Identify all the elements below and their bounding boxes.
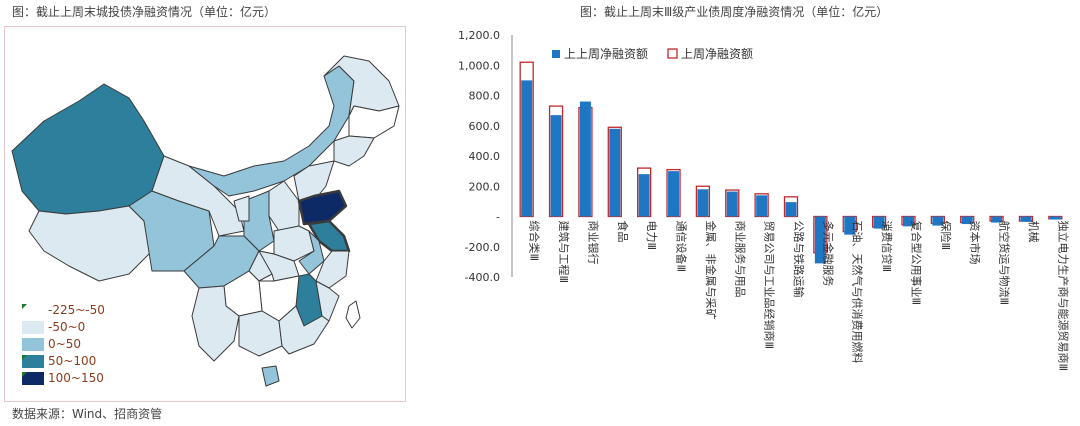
bar-prev-week bbox=[579, 101, 591, 217]
map-region-shandong bbox=[297, 189, 348, 226]
map-legend-item: -50~0 bbox=[22, 319, 105, 336]
map-legend-item: 0~50 bbox=[22, 336, 105, 353]
x-category-label: 多元金融服务 bbox=[821, 221, 835, 287]
bar-prev-week bbox=[521, 80, 533, 217]
x-category-label: 商业银行 bbox=[586, 221, 600, 265]
map-legend-label: -50~0 bbox=[48, 320, 86, 334]
x-category-label: 航空货运与物流Ⅲ bbox=[998, 221, 1012, 306]
map-region-ningxia bbox=[233, 195, 250, 222]
legend-swatch bbox=[22, 304, 44, 317]
x-category-label: 贸易公司与工业品经销商Ⅲ bbox=[763, 221, 777, 350]
y-tick-label: 800.0 bbox=[469, 90, 501, 103]
y-tick-label: -400.0 bbox=[465, 271, 500, 284]
bar-prev-week bbox=[1020, 216, 1032, 222]
y-tick-label: 600.0 bbox=[469, 120, 501, 133]
bar-chart: 1,200.0 1,000.0 800.0 600.0 400.0 200.0 - -200.… bbox=[458, 29, 1070, 372]
map-legend-item: -225~-50 bbox=[22, 302, 105, 319]
x-category-label: 保险Ⅲ bbox=[939, 221, 953, 251]
bar-prev-week bbox=[550, 115, 562, 217]
x-category-label: 食品 bbox=[616, 221, 630, 243]
legend-swatch bbox=[22, 372, 44, 385]
y-tick-label: 400.0 bbox=[469, 150, 501, 163]
map-legend-item: 50~100 bbox=[22, 353, 105, 370]
bar-prev-week bbox=[991, 216, 1003, 223]
y-tick-label: -200.0 bbox=[465, 241, 500, 254]
map-region-taiwan bbox=[345, 300, 361, 329]
x-category-label: 消费信贷Ⅲ bbox=[880, 221, 894, 273]
y-tick-label: 1,000.0 bbox=[458, 59, 500, 72]
bar-prev-week bbox=[932, 216, 944, 226]
x-category-label: 公路与铁路运输 bbox=[792, 221, 806, 298]
map-legend-label: 0~50 bbox=[48, 337, 81, 351]
bar-prev-week bbox=[668, 171, 680, 217]
bar-prev-week bbox=[844, 216, 856, 235]
y-tick-label: 200.0 bbox=[469, 180, 501, 193]
y-tick-label: 1,200.0 bbox=[458, 29, 500, 42]
x-category-label: 复合型公用事业Ⅲ bbox=[909, 221, 923, 306]
map-legend-item: 100~150 bbox=[22, 370, 105, 387]
bar-prev-week bbox=[756, 195, 768, 217]
map-region-xinjiang bbox=[11, 83, 165, 215]
x-category-label: 金属、非金属与采矿 bbox=[704, 221, 718, 320]
legend-swatch-prev-week bbox=[552, 50, 560, 58]
chart-title: 图：截止上周末Ⅲ级产业债周度净融资情况（单位：亿元） bbox=[580, 5, 889, 19]
x-category-label: 电力Ⅲ bbox=[645, 221, 658, 251]
map-title: 图：截止上周末城投债净融资情况（单位：亿元） bbox=[12, 5, 277, 19]
map-region-shanxi bbox=[268, 180, 300, 232]
bar-prev-week bbox=[785, 202, 797, 217]
y-tick-label: - bbox=[496, 211, 500, 224]
map-region-tibet bbox=[28, 205, 153, 282]
map-legend-label: 50~100 bbox=[48, 354, 97, 368]
map-region-guangdong bbox=[278, 305, 330, 355]
map-legend: -225~-50 -50~0 0~50 50~100 100~150 bbox=[22, 302, 105, 387]
map-legend-label: -225~-50 bbox=[48, 303, 105, 317]
x-category-label: 机械 bbox=[1027, 221, 1041, 243]
x-category-label: 通信设备Ⅲ bbox=[675, 221, 689, 273]
map-region-hainan bbox=[261, 365, 280, 387]
x-category-label: 建筑与工程Ⅲ bbox=[557, 221, 571, 284]
legend-swatch bbox=[22, 355, 44, 368]
bar-prev-week bbox=[1049, 216, 1061, 220]
map-region-liaoning bbox=[333, 135, 375, 167]
x-category-label: 独立电力生产商与能源贸易商Ⅲ bbox=[1056, 221, 1070, 372]
map-region-yunnan bbox=[191, 285, 240, 362]
bar-prev-week bbox=[902, 216, 914, 227]
x-category-label: 资本市场 bbox=[968, 221, 982, 265]
bar-prev-week bbox=[814, 216, 826, 264]
map-frame bbox=[4, 26, 406, 402]
bar-prev-week bbox=[873, 216, 885, 229]
x-category-label: 综合类Ⅲ bbox=[528, 221, 542, 262]
map-legend-label: 100~150 bbox=[48, 371, 104, 385]
bar-prev-week bbox=[697, 189, 709, 217]
data-source: 数据来源：Wind、招商资管 bbox=[12, 407, 163, 421]
map-region-fujian bbox=[315, 280, 340, 322]
x-category-label: 商业服务与用品 bbox=[733, 221, 747, 298]
china-map bbox=[11, 55, 400, 387]
bar-prev-week bbox=[609, 128, 621, 217]
legend-label-prev-week: 上上周净融资额 bbox=[564, 47, 648, 61]
legend-swatch bbox=[22, 338, 44, 351]
bar-prev-week bbox=[638, 174, 650, 217]
legend-swatch-last-week bbox=[667, 48, 678, 59]
map-region-jilin bbox=[348, 105, 400, 139]
legend-swatch bbox=[22, 321, 44, 334]
legend-label-last-week: 上周净融资额 bbox=[681, 47, 753, 61]
x-category-label: 石油、天然气与供消费用燃料 bbox=[851, 221, 865, 364]
bar-prev-week bbox=[726, 191, 738, 217]
bar-prev-week bbox=[961, 216, 973, 225]
